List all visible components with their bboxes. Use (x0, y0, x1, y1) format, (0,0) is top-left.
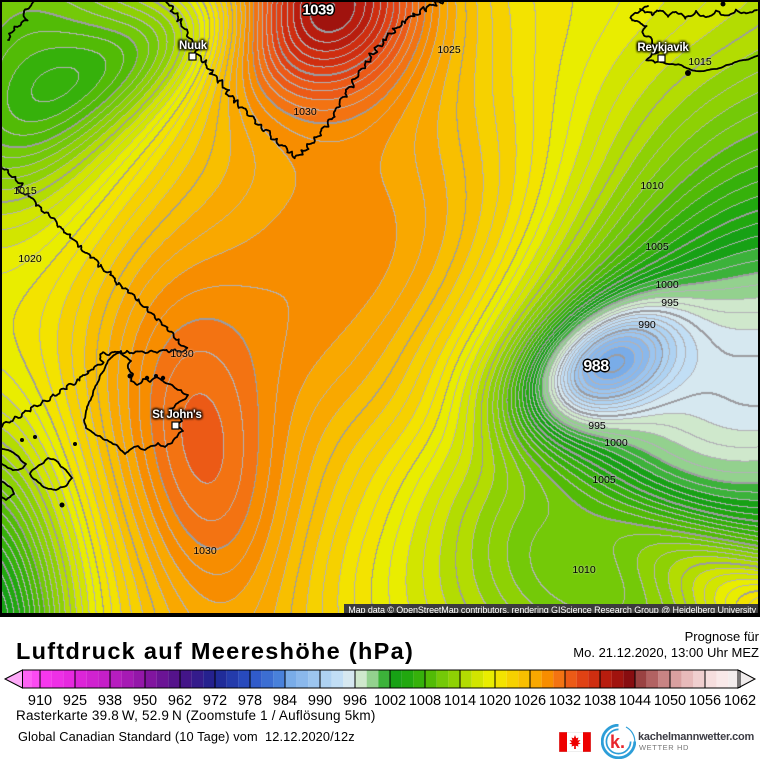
svg-text:938: 938 (98, 693, 122, 707)
svg-text:1056: 1056 (689, 693, 721, 707)
svg-text:k.: k. (610, 732, 625, 752)
svg-text:1032: 1032 (549, 693, 581, 707)
svg-text:910: 910 (28, 693, 52, 707)
svg-text:972: 972 (203, 693, 227, 707)
svg-text:1014: 1014 (444, 693, 476, 707)
svg-text:1020: 1020 (479, 693, 511, 707)
svg-text:996: 996 (343, 693, 367, 707)
svg-text:1062: 1062 (724, 693, 756, 707)
svg-text:984: 984 (273, 693, 297, 707)
svg-text:978: 978 (238, 693, 262, 707)
svg-text:990: 990 (308, 693, 332, 707)
svg-text:1038: 1038 (584, 693, 616, 707)
svg-text:950: 950 (133, 693, 157, 707)
svg-text:1044: 1044 (619, 693, 651, 707)
svg-text:925: 925 (63, 693, 87, 707)
svg-text:1026: 1026 (514, 693, 546, 707)
svg-text:1050: 1050 (654, 693, 686, 707)
svg-text:962: 962 (168, 693, 192, 707)
svg-text:1008: 1008 (409, 693, 441, 707)
svg-text:1002: 1002 (374, 693, 406, 707)
